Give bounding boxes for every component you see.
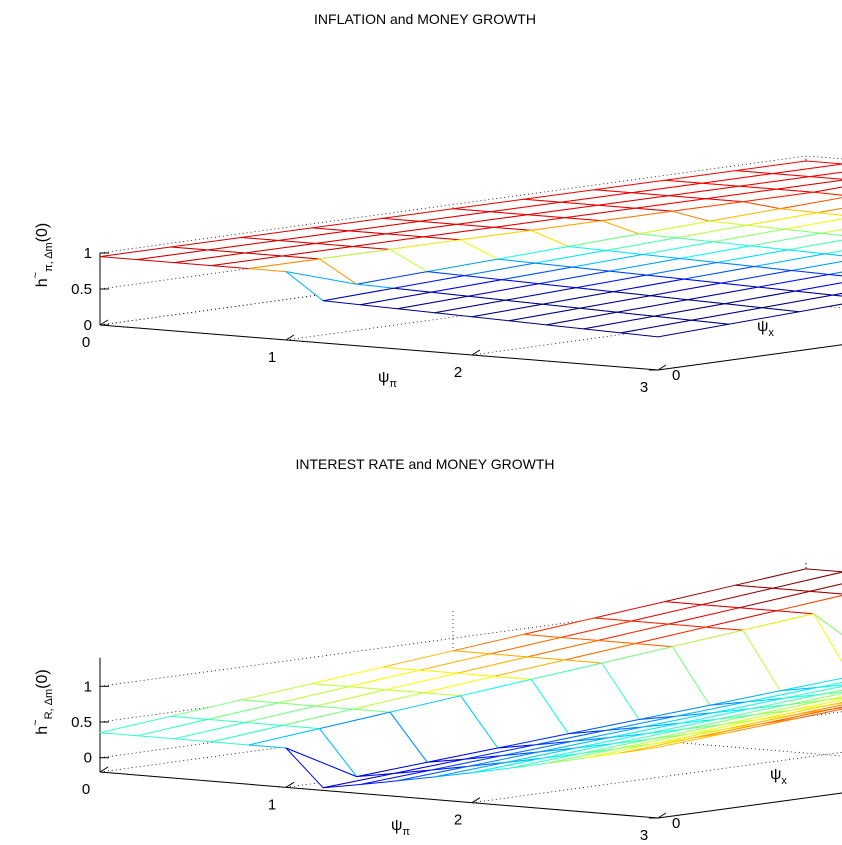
x-axis-line	[99, 324, 659, 371]
surface-cell	[816, 682, 842, 688]
surface-layer	[99, 160, 842, 338]
x-tick-mark	[99, 319, 109, 326]
surface-cell	[820, 229, 842, 237]
x-tick-mark	[471, 349, 481, 356]
x-tick-mark	[657, 812, 667, 819]
z-tick-label: 1	[84, 245, 92, 262]
x-tick-mark	[471, 797, 481, 804]
x-tick-label: 1	[268, 796, 276, 813]
z-axis-label: h~R, Δm(0)	[30, 669, 55, 734]
surface-layer	[99, 568, 842, 789]
x-tick-mark	[285, 781, 295, 788]
x-tick-label: 2	[454, 364, 462, 381]
surface-cell	[824, 250, 842, 257]
x-tick-label: 3	[640, 379, 648, 396]
y-tick-label: 0	[672, 815, 680, 832]
axis-layer	[99, 657, 842, 819]
grid-line	[99, 155, 842, 254]
x-tick-label: 2	[454, 812, 462, 829]
x-tick-label: 0	[82, 334, 90, 351]
x-axis-line	[99, 771, 659, 819]
surface-cell	[816, 207, 842, 216]
grid-line	[452, 609, 842, 757]
surface-cell	[620, 732, 730, 754]
interest-rate-surface-plot: INTEREST RATE and MONEY GROWTH 0 1 2 3 0 0.5 1…	[30, 456, 842, 844]
x-tick-mark	[99, 766, 109, 773]
x-tick-label: 1	[268, 349, 276, 366]
z-tick-label: 0	[84, 750, 92, 767]
y-axis-line	[657, 344, 842, 371]
z-tick-label: 0.5	[71, 714, 92, 731]
y-axis-line	[657, 792, 842, 819]
x-axis-label: ψπ	[378, 369, 397, 390]
x-tick-mark	[657, 364, 667, 371]
z-tick-label: 0.5	[71, 281, 92, 298]
surface-cell	[620, 319, 730, 338]
y-axis-label: ψx	[770, 766, 787, 787]
z-tick-label: 0	[84, 317, 92, 334]
plot-title: INFLATION and MONEY GROWTH	[314, 11, 536, 27]
plot-title: INTEREST RATE and MONEY GROWTH	[295, 456, 554, 472]
z-tick-label: 1	[84, 678, 92, 695]
x-tick-mark	[285, 334, 295, 341]
surface-cell	[828, 271, 842, 277]
x-tick-label: 3	[640, 827, 648, 844]
y-axis-label: ψx	[757, 318, 774, 339]
x-tick-label: 0	[82, 781, 90, 798]
z-axis-label: h~π, Δm(0)	[30, 223, 55, 288]
y-tick-label: 0	[672, 367, 680, 384]
inflation-surface-plot: INFLATION and MONEY GROWTH 012300.5100.5…	[30, 11, 842, 396]
x-axis-label: ψπ	[391, 817, 410, 838]
